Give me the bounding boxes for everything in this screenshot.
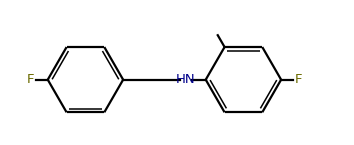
Text: F: F	[27, 73, 34, 86]
Text: F: F	[295, 73, 302, 86]
Text: HN: HN	[176, 73, 196, 86]
